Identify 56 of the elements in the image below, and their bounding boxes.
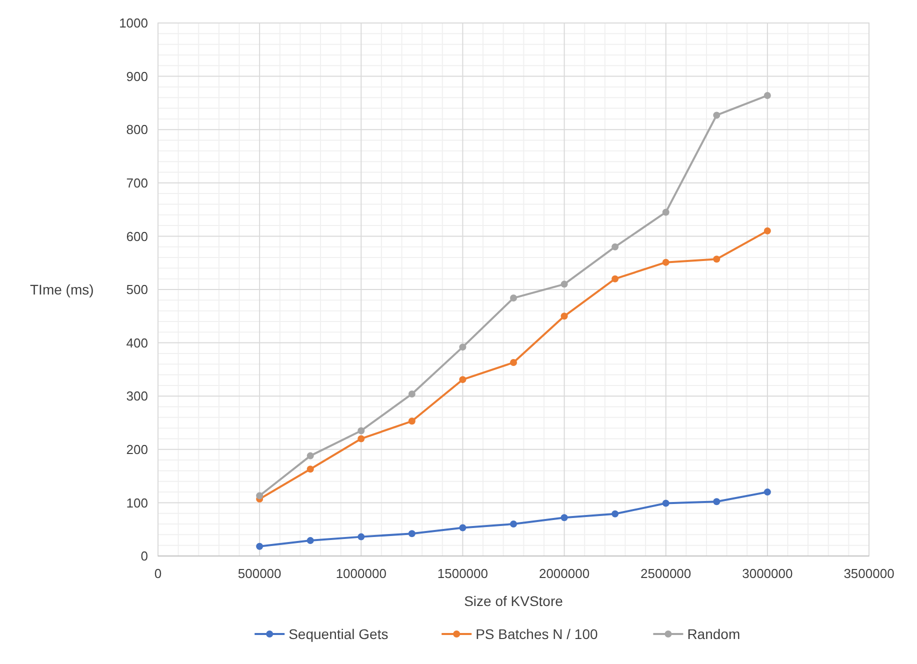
y-tick-label: 300 <box>126 388 148 404</box>
x-tick-label: 1000000 <box>336 566 386 581</box>
point <box>713 498 720 506</box>
legend-label: Random <box>687 626 740 642</box>
x-tick-label: 2000000 <box>538 566 590 581</box>
y-tick-label: 100 <box>126 495 148 510</box>
y-tick-label: 400 <box>126 335 148 350</box>
point <box>764 92 771 99</box>
y-axis-title: TIme (ms) <box>30 281 94 298</box>
point <box>560 514 568 522</box>
point <box>510 294 517 302</box>
point <box>764 488 771 496</box>
point <box>408 530 416 538</box>
x-tick-label: 0 <box>154 566 162 581</box>
y-tick-label: 900 <box>126 68 148 84</box>
point <box>510 520 517 528</box>
x-tick-label: 2500000 <box>640 566 692 581</box>
point <box>459 376 466 384</box>
y-tick-label: 0 <box>140 548 148 564</box>
point <box>612 243 619 250</box>
point <box>612 510 619 518</box>
y-tick-label: 800 <box>126 122 148 138</box>
point <box>662 258 670 266</box>
point <box>306 466 314 473</box>
y-tick-label: 200 <box>126 442 148 457</box>
point <box>560 280 568 288</box>
point <box>662 500 670 507</box>
y-tick-label: 1000 <box>119 16 148 31</box>
x-tick-label: 500000 <box>238 566 282 581</box>
x-tick-label: 1500000 <box>437 566 488 581</box>
point <box>510 359 517 366</box>
point <box>662 208 670 216</box>
point <box>358 427 365 434</box>
point <box>306 537 314 544</box>
legend-label: Sequential Gets <box>288 626 388 642</box>
point <box>256 542 264 550</box>
point <box>459 344 466 351</box>
point <box>358 533 365 540</box>
legend-label: PS Batches N / 100 <box>476 626 598 642</box>
point <box>256 492 264 500</box>
point <box>358 435 365 442</box>
point <box>764 227 771 234</box>
x-axis-title: Size of KVStore <box>464 593 564 609</box>
point <box>560 312 568 320</box>
point <box>612 275 619 282</box>
x-tick-label: 3000000 <box>742 566 793 581</box>
x-tick-label: 3500000 <box>844 566 894 581</box>
y-tick-label: 500 <box>126 282 148 298</box>
y-tick-label: 600 <box>126 228 148 244</box>
point <box>713 256 720 263</box>
point <box>459 524 466 532</box>
point <box>306 452 314 460</box>
point <box>408 418 416 425</box>
point <box>408 390 416 398</box>
point <box>713 112 720 119</box>
y-tick-label: 700 <box>126 175 148 190</box>
